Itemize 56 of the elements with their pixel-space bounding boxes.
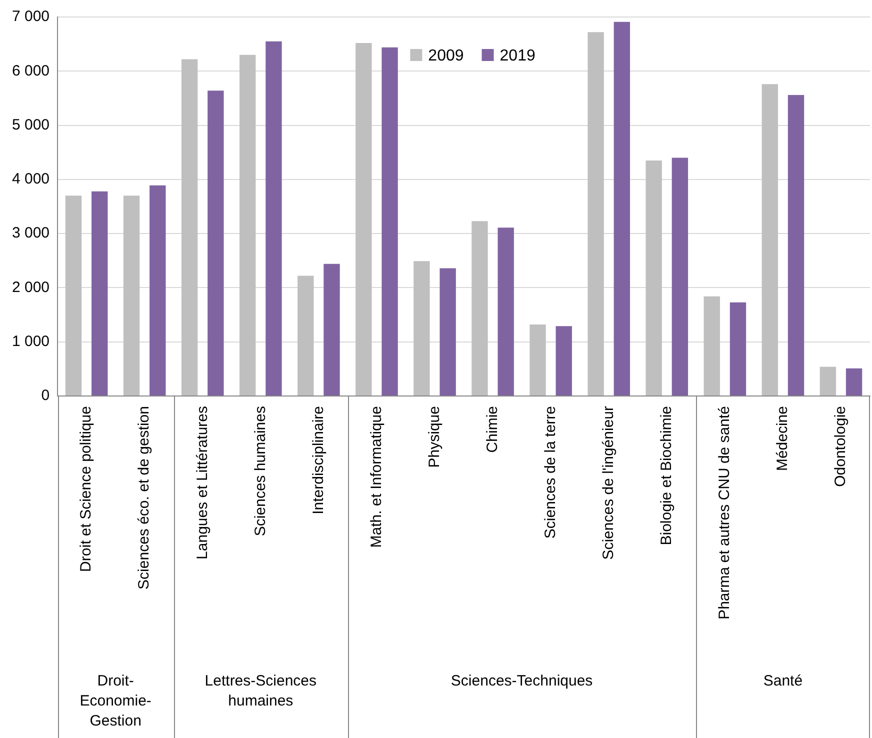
y-tick-label: 6 000 [12, 62, 50, 80]
x-tick-label: Sciences de la terre [542, 406, 559, 539]
x-tick-label: Odontologie [832, 406, 850, 487]
bar [788, 94, 804, 396]
legend-label: 2009 [428, 47, 464, 64]
bar [704, 296, 720, 396]
y-tick-label: 4 000 [12, 170, 50, 188]
bar [324, 264, 340, 396]
bar [820, 366, 836, 396]
bar [181, 59, 198, 396]
text: Santé [763, 672, 803, 690]
bar [240, 54, 256, 396]
x-tick-label: Math. et Informatique [368, 406, 385, 548]
bar [382, 47, 398, 396]
bar [440, 268, 456, 396]
y-tick-label: 7 000 [12, 8, 50, 26]
bar [498, 228, 514, 396]
x-tick-label: Interdisciplinaire [310, 406, 327, 514]
text: Droit-Economie-Gestion [80, 672, 152, 730]
y-tick-label: 3 000 [12, 224, 50, 242]
bar [530, 324, 546, 396]
bar [762, 84, 778, 396]
x-tick-label: Droit et Science politique [78, 406, 95, 572]
bar [672, 158, 688, 396]
bar [298, 276, 314, 396]
bar [472, 221, 488, 396]
x-tick-label: Sciences éco. et de gestion [136, 406, 153, 590]
x-tick-label: Médecine [774, 406, 792, 472]
y-tick-label: 1 000 [12, 333, 50, 350]
bar [646, 160, 662, 396]
bar [356, 42, 372, 396]
x-tick-label: Biologie et Biochimie [658, 406, 676, 546]
bar [588, 32, 604, 396]
bar [730, 302, 746, 396]
x-tick-label: Langues et Littératures [194, 406, 211, 560]
bar [123, 196, 140, 396]
bar [556, 326, 572, 396]
text: Lettres-Sciences humaines [204, 672, 317, 710]
x-tick-label: Sciences humaines [252, 406, 269, 536]
text: Sciences-Techniques [450, 672, 593, 690]
y-tick-label: 5 000 [12, 116, 50, 134]
y-tick-label: 0 [41, 387, 50, 404]
x-tick-label: Physique [426, 406, 443, 468]
bar [614, 22, 630, 396]
bar [266, 41, 282, 396]
bar [92, 191, 108, 396]
bar [846, 368, 862, 396]
x-tick-label: Sciences de l'ingénieur [600, 406, 617, 560]
bar [208, 90, 224, 396]
bar [65, 196, 82, 396]
x-tick-label: Pharma et autres CNU de santé [716, 406, 734, 620]
bar [414, 261, 430, 396]
y-tick-label: 2 000 [12, 278, 50, 296]
bar [150, 185, 166, 396]
x-tick-label: Chimie [484, 406, 501, 453]
legend-label: 2019 [500, 47, 536, 64]
